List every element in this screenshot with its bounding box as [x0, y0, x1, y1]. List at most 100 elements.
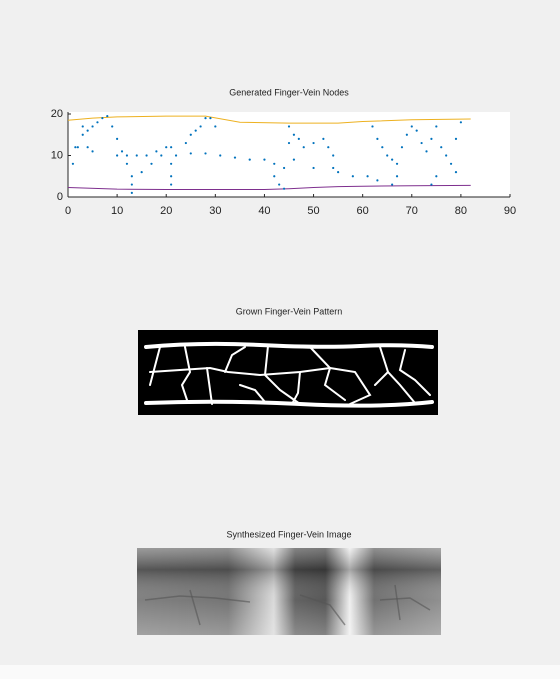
node-point	[200, 125, 202, 127]
node-point	[136, 154, 138, 156]
node-point	[234, 156, 236, 158]
node-point	[126, 154, 128, 156]
node-point	[74, 146, 76, 148]
node-point	[288, 125, 290, 127]
node-point	[96, 121, 98, 123]
node-point	[87, 146, 89, 148]
node-point	[263, 159, 265, 161]
vein-pattern-image	[138, 330, 438, 415]
node-point	[273, 175, 275, 177]
figure: Generated Finger-Vein Nodes Grown Finger…	[0, 0, 560, 679]
node-point	[170, 175, 172, 177]
node-point	[87, 130, 89, 132]
node-point	[327, 146, 329, 148]
node-point	[121, 150, 123, 152]
node-point	[455, 171, 457, 173]
node-point	[160, 154, 162, 156]
x-tick-label: 90	[504, 205, 516, 217]
node-point	[126, 163, 128, 165]
node-point	[82, 134, 84, 136]
node-point	[381, 146, 383, 148]
node-point	[204, 117, 206, 119]
node-point	[391, 159, 393, 161]
node-point	[278, 183, 280, 185]
node-point	[371, 125, 373, 127]
node-point	[91, 125, 93, 127]
synthesized-image	[137, 548, 441, 635]
node-point	[298, 138, 300, 140]
node-point	[190, 134, 192, 136]
node-point	[366, 175, 368, 177]
node-point	[204, 152, 206, 154]
x-tick-label: 0	[65, 205, 71, 217]
node-point	[283, 167, 285, 169]
node-point	[416, 130, 418, 132]
x-tick-label: 80	[455, 205, 467, 217]
node-point	[303, 146, 305, 148]
node-point	[288, 142, 290, 144]
node-point	[450, 163, 452, 165]
node-point	[185, 142, 187, 144]
node-point	[170, 146, 172, 148]
bottom-strip	[0, 665, 560, 679]
node-point	[293, 134, 295, 136]
node-point	[190, 152, 192, 154]
node-point	[332, 167, 334, 169]
node-point	[131, 183, 133, 185]
node-point	[116, 138, 118, 140]
node-point	[77, 146, 79, 148]
node-point	[406, 134, 408, 136]
node-point	[435, 125, 437, 127]
y-tick-label: 20	[51, 108, 63, 120]
node-point	[91, 150, 93, 152]
x-tick-label: 60	[357, 205, 369, 217]
node-point	[72, 163, 74, 165]
node-point	[396, 175, 398, 177]
node-point	[195, 130, 197, 132]
page: Generated Finger-Vein Nodes Grown Finger…	[0, 0, 560, 684]
node-point	[332, 154, 334, 156]
node-point	[249, 159, 251, 161]
node-point	[131, 192, 133, 194]
x-tick-label: 20	[160, 205, 172, 217]
node-point	[376, 179, 378, 181]
synth-title: Synthesized Finger-Vein Image	[226, 529, 351, 539]
node-point	[214, 125, 216, 127]
pattern-title: Grown Finger-Vein Pattern	[236, 306, 343, 316]
node-point	[396, 163, 398, 165]
y-tick-label: 0	[57, 191, 63, 203]
node-point	[386, 154, 388, 156]
x-tick-label: 10	[111, 205, 123, 217]
node-point	[460, 121, 462, 123]
node-point	[106, 115, 108, 117]
x-tick-label: 40	[258, 205, 270, 217]
y-tick-label: 10	[51, 149, 63, 161]
node-point	[312, 142, 314, 144]
node-point	[376, 138, 378, 140]
node-point	[435, 175, 437, 177]
node-point	[209, 117, 211, 119]
plot-area	[68, 112, 510, 197]
node-point	[337, 171, 339, 173]
node-point	[421, 142, 423, 144]
node-point	[322, 138, 324, 140]
node-point	[175, 154, 177, 156]
x-tick-label: 70	[406, 205, 418, 217]
node-point	[430, 138, 432, 140]
node-point	[425, 150, 427, 152]
node-point	[293, 159, 295, 161]
node-point	[401, 146, 403, 148]
x-tick-label: 30	[209, 205, 221, 217]
x-tick-label: 50	[307, 205, 319, 217]
node-point	[219, 154, 221, 156]
node-point	[131, 175, 133, 177]
node-point	[352, 175, 354, 177]
node-point	[111, 125, 113, 127]
node-point	[273, 163, 275, 165]
node-point	[430, 183, 432, 185]
node-point	[155, 150, 157, 152]
node-point	[145, 154, 147, 156]
node-point	[170, 183, 172, 185]
node-point	[411, 125, 413, 127]
plot-title: Generated Finger-Vein Nodes	[229, 87, 349, 97]
